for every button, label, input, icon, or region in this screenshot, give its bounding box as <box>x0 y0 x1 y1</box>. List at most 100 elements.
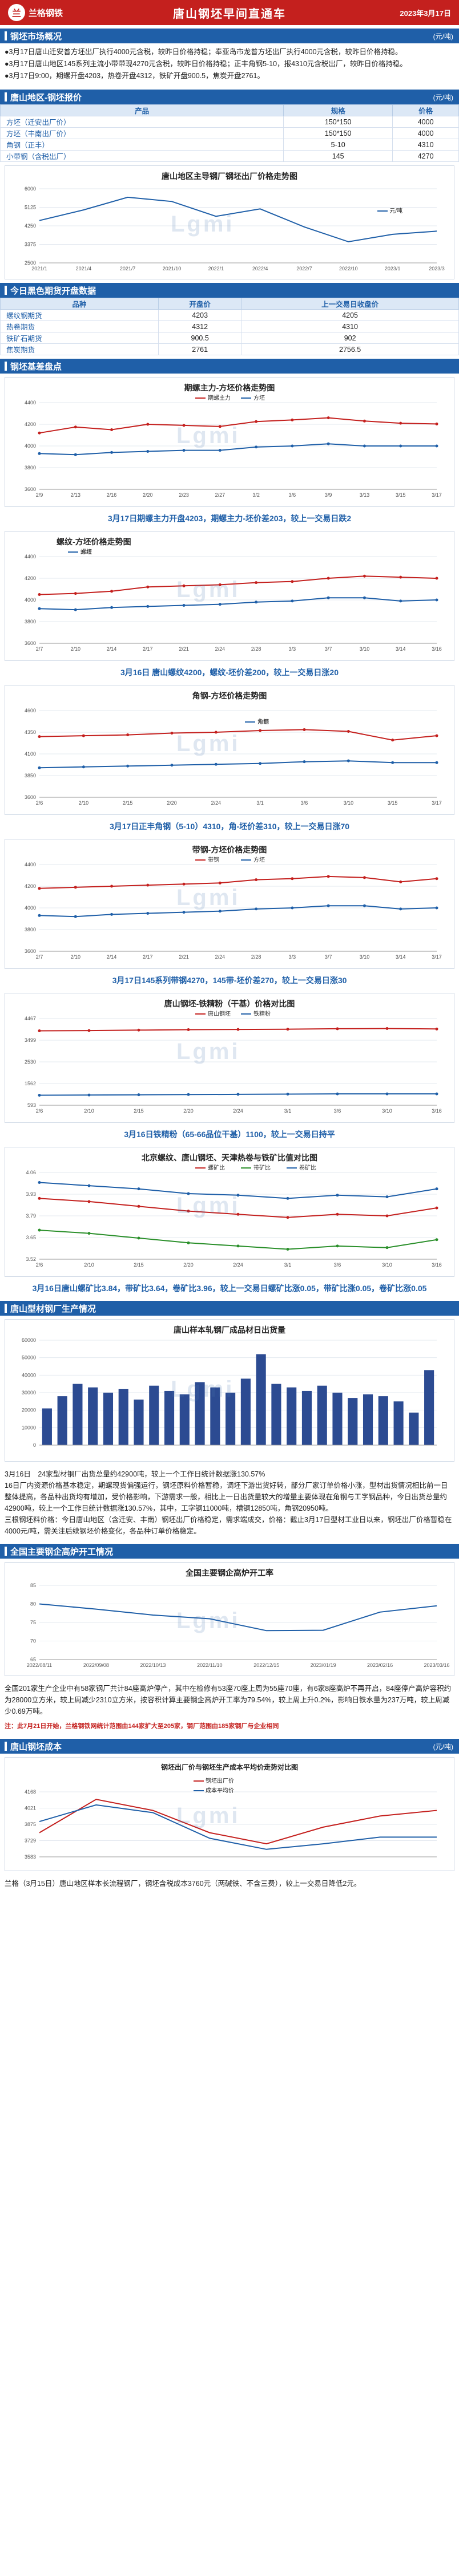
legend-label: 螺矿比 <box>208 1164 225 1171</box>
section-production: 唐山型材钢厂生产情况 <box>0 1301 459 1316</box>
data-point <box>82 734 85 737</box>
data-point <box>137 1093 140 1097</box>
x-tick-label: 2022/11/10 <box>197 1662 222 1668</box>
data-point <box>435 577 438 580</box>
line-chart-svg: 4168 4021 3875 3729 3583 <box>25 1789 437 1860</box>
table-row: 热卷期货 4312 4310 <box>0 321 459 332</box>
data-point <box>435 906 438 910</box>
data-point <box>391 739 394 742</box>
bar <box>348 1398 358 1445</box>
x-tick-label: 2/10 <box>84 1108 94 1114</box>
data-point <box>399 575 402 579</box>
series-line-0 <box>39 1603 437 1632</box>
legend-label: 带钢 <box>208 856 219 863</box>
logo-icon: 兰 <box>8 4 25 21</box>
y-tick-label: 4400 <box>25 862 36 867</box>
y-tick-label: 3.93 <box>26 1191 36 1197</box>
watermark-logo: Lgmi <box>176 1803 240 1828</box>
top-bar: 兰 兰格钢铁 唐山钢坯早间直通车 2023年3月17日 <box>0 0 459 25</box>
product-spec: 150*150 <box>283 127 393 139</box>
x-tick-label: 2/6 <box>36 800 43 806</box>
y-tick-label: 50000 <box>22 1355 36 1361</box>
basis-chart-3: 角钢-方坯价格走势图 Lgmi 4600 4350 4100 3850 3600 2/6 2… <box>5 685 454 815</box>
quote-table: 产品 规格 价格 方坯（迁安出厂价） 150*150 4000 方坯（丰南出厂价… <box>0 104 459 162</box>
y-tick-label: 3600 <box>25 640 36 646</box>
y-tick-label: 4.06 <box>26 1170 36 1175</box>
data-point <box>435 877 438 881</box>
data-point <box>182 584 186 587</box>
data-point <box>218 910 222 913</box>
y-tick-label: 5125 <box>25 205 36 210</box>
chart-caption: 3月16日 唐山螺纹4200，螺纹-坯价差200，较上一交易日涨20 <box>120 668 339 677</box>
data-point <box>170 732 174 735</box>
line-chart-svg: 4.06 3.93 3.79 3.65 3.522/6 2/10 2/15 2/20 2/24 3… <box>26 1164 441 1268</box>
data-point <box>327 875 330 878</box>
section-title: 钢坯基差盘点 <box>10 362 62 372</box>
y-tick-label: 3800 <box>25 619 36 624</box>
data-point <box>38 1181 41 1184</box>
data-point <box>146 912 150 915</box>
data-point <box>214 762 218 766</box>
data-point <box>87 1029 91 1032</box>
x-tick-label: 2/10 <box>71 954 81 960</box>
series-line-0 <box>39 1799 437 1845</box>
data-point <box>255 907 258 911</box>
series-line-0 <box>39 417 437 434</box>
x-tick-label: 3/16 <box>432 646 442 652</box>
data-point <box>126 733 130 737</box>
data-point <box>259 729 262 732</box>
y-tick-label: 4200 <box>25 883 36 889</box>
x-tick-label: 3/3 <box>289 954 296 960</box>
bar <box>88 1387 98 1445</box>
x-tick-label: 3/13 <box>360 492 370 498</box>
data-point <box>291 599 294 603</box>
data-point <box>255 420 258 423</box>
x-tick-label: 3/6 <box>334 1262 341 1268</box>
data-point <box>399 880 402 883</box>
series-line-0 <box>39 729 437 741</box>
data-point <box>74 453 77 456</box>
x-tick-label: 2/7 <box>36 954 43 960</box>
y-tick-label: 3600 <box>25 794 36 800</box>
x-tick-label: 3/16 <box>432 1108 442 1114</box>
logo-text: 兰格钢铁 <box>29 7 63 18</box>
bar <box>149 1385 159 1445</box>
bar <box>118 1389 128 1445</box>
x-tick-label: 2/20 <box>183 1262 194 1268</box>
data-point <box>347 759 350 762</box>
data-point <box>363 419 366 423</box>
x-tick-label: 2/20 <box>143 492 153 498</box>
legend-label: 方坯 <box>253 856 265 863</box>
futures-open: 900.5 <box>158 332 242 344</box>
data-point <box>236 1212 240 1216</box>
watermark-logo: Lgmi <box>176 731 240 756</box>
x-tick-label: 2/24 <box>233 1108 243 1114</box>
x-tick-label: 3/14 <box>396 954 406 960</box>
data-point <box>74 608 77 611</box>
x-tick-label: 2/10 <box>71 646 81 652</box>
data-point <box>255 878 258 882</box>
data-point <box>291 877 294 881</box>
series-line-1 <box>39 443 437 456</box>
data-point <box>363 596 366 599</box>
y-tick-label: 10000 <box>22 1425 36 1430</box>
data-point <box>435 598 438 602</box>
bar <box>42 1408 52 1445</box>
x-tick-label: 2023/3 <box>429 266 445 271</box>
series-line-1 <box>39 760 437 769</box>
x-tick-label: 2/27 <box>215 492 226 498</box>
y-tick-label: 60000 <box>22 1337 36 1343</box>
chart-title: 唐山样本轧钢厂成品材日出货量 <box>174 1325 285 1334</box>
table-row: 方坯（迁安出厂价） 150*150 4000 <box>0 116 459 128</box>
product-spec: 150*150 <box>283 116 393 128</box>
x-tick-label: 2022/10 <box>339 266 358 271</box>
bar <box>393 1401 404 1445</box>
data-point <box>327 904 330 907</box>
cost-chart: 钢坯出厂价与钢坯生产成本平均价走势对比图 钢坯出厂价 成本平均价 Lgmi 41… <box>5 1757 454 1871</box>
data-point <box>110 590 114 593</box>
section-marker-icon <box>5 1304 7 1313</box>
bar <box>363 1394 373 1445</box>
bar <box>164 1390 175 1445</box>
y-tick-label: 85 <box>30 1583 36 1588</box>
x-tick-label: 2/9 <box>36 492 43 498</box>
